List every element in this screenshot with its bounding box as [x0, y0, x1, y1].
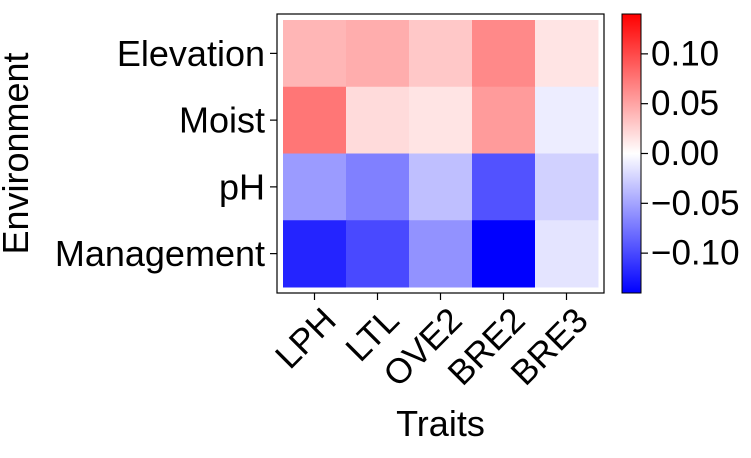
y-tick-label: pH — [219, 166, 265, 207]
heatmap-cell — [472, 220, 536, 288]
colorbar-tick-label: 0.05 — [651, 84, 719, 123]
heatmap-cell — [409, 20, 473, 88]
heatmap-cell — [409, 220, 473, 288]
heatmap-cell — [283, 220, 347, 288]
heatmap-cell — [346, 86, 410, 154]
heatmap-cell — [472, 20, 536, 88]
y-axis-label: Environment — [0, 52, 36, 254]
y-tick-label: Elevation — [117, 33, 265, 74]
y-tick-label: Moist — [179, 100, 265, 141]
colorbar-ticks: 0.10 0.05 0.00 −0.05 −0.10 — [621, 13, 740, 294]
heatmap-cell — [535, 86, 599, 154]
x-tick-label: LPH — [268, 301, 344, 377]
colorbar — [622, 14, 641, 293]
x-axis-label: Traits — [396, 403, 485, 444]
colorbar-tick-label: 0.10 — [651, 34, 719, 73]
colorbar-tick-label: −0.05 — [651, 184, 740, 223]
heatmap-cell — [535, 20, 599, 88]
heatmap-cell — [283, 20, 347, 88]
heatmap-cell — [409, 153, 473, 221]
heatmap-cells — [283, 20, 599, 288]
heatmap-cell — [535, 220, 599, 288]
heatmap-cell — [346, 220, 410, 288]
heatmap-cell — [472, 153, 536, 221]
heatmap-cell — [283, 153, 347, 221]
colorbar-tick-label: −0.10 — [651, 234, 740, 273]
heatmap-cell — [472, 86, 536, 154]
heatmap-cell — [283, 86, 347, 154]
heatmap-cell — [346, 20, 410, 88]
heatmap-cell — [346, 153, 410, 221]
y-tick-label: Management — [55, 233, 265, 274]
y-axis-ticks: Elevation Moist pH Management — [55, 33, 277, 274]
heatmap-cell — [535, 153, 599, 221]
colorbar-tick-label: 0.00 — [651, 134, 719, 173]
heatmap-cell — [409, 86, 473, 154]
